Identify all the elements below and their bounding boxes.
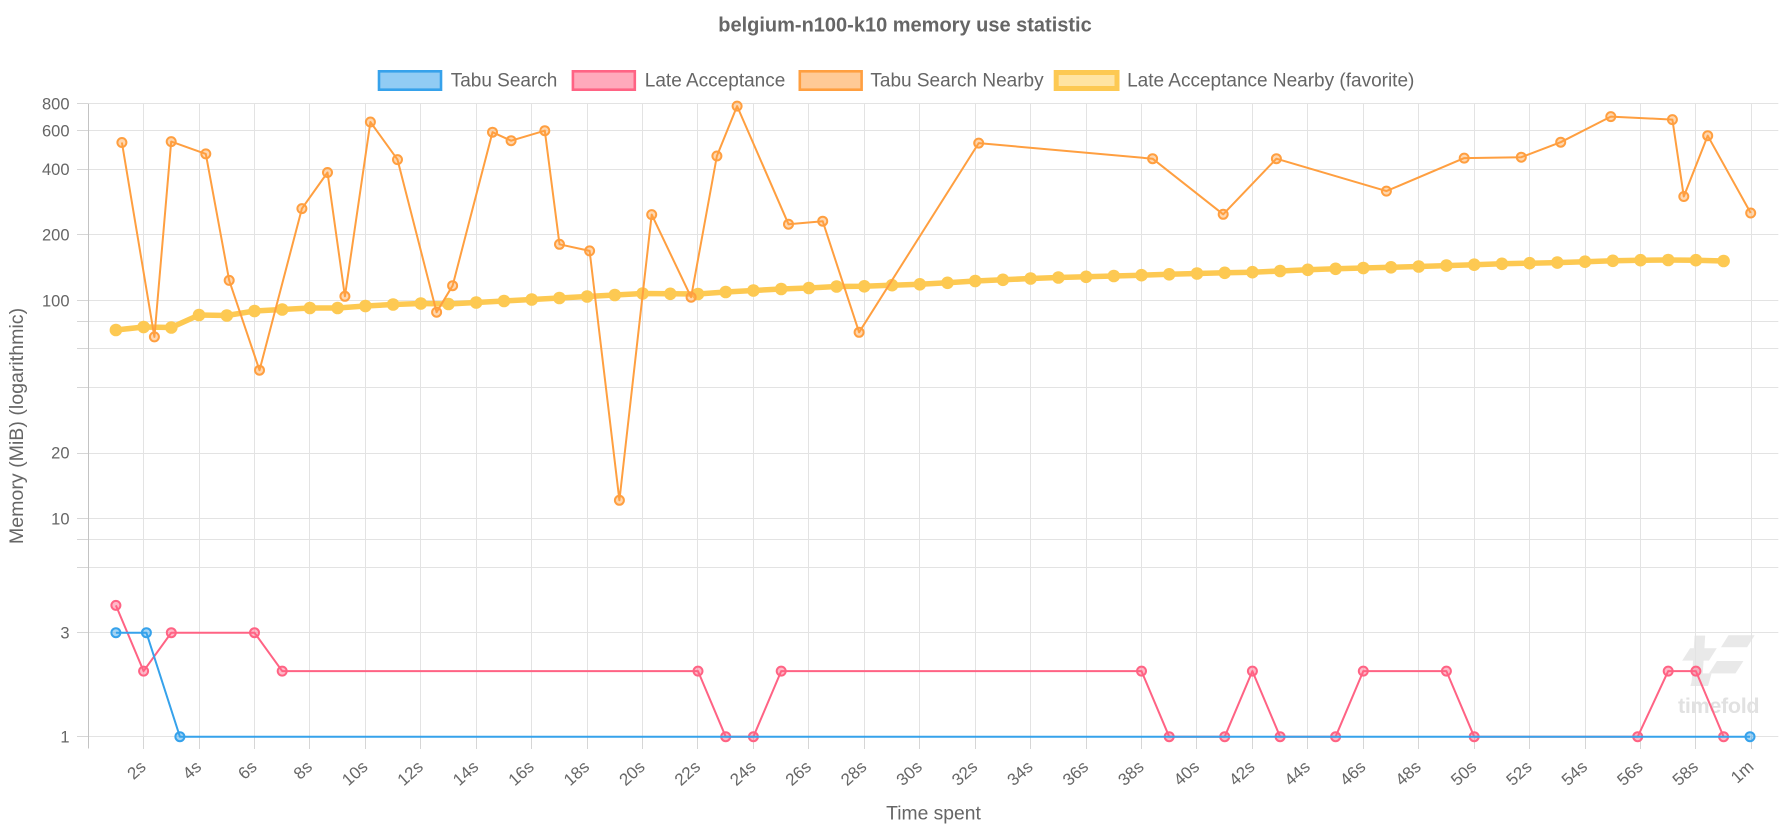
svg-text:Late Acceptance: Late Acceptance [645,71,786,92]
svg-text:20: 20 [51,445,69,463]
svg-text:Memory (MiB) (logarithmic): Memory (MiB) (logarithmic) [6,308,28,544]
svg-text:3: 3 [60,624,69,642]
svg-text:800: 800 [42,95,70,113]
svg-text:1: 1 [60,728,69,746]
svg-text:200: 200 [42,227,70,245]
svg-text:400: 400 [42,161,70,179]
svg-text:10: 10 [51,510,69,528]
svg-text:Late Acceptance Nearby (favori: Late Acceptance Nearby (favorite) [1127,71,1414,92]
svg-text:100: 100 [42,292,70,310]
svg-text:belgium-n100-k10 memory use st: belgium-n100-k10 memory use statistic [718,14,1091,36]
svg-text:timefold: timefold [1678,694,1759,718]
svg-text:600: 600 [42,123,70,141]
svg-text:Time spent: Time spent [886,804,981,825]
svg-text:Tabu Search Nearby: Tabu Search Nearby [870,71,1044,92]
svg-text:Tabu Search: Tabu Search [451,71,558,92]
